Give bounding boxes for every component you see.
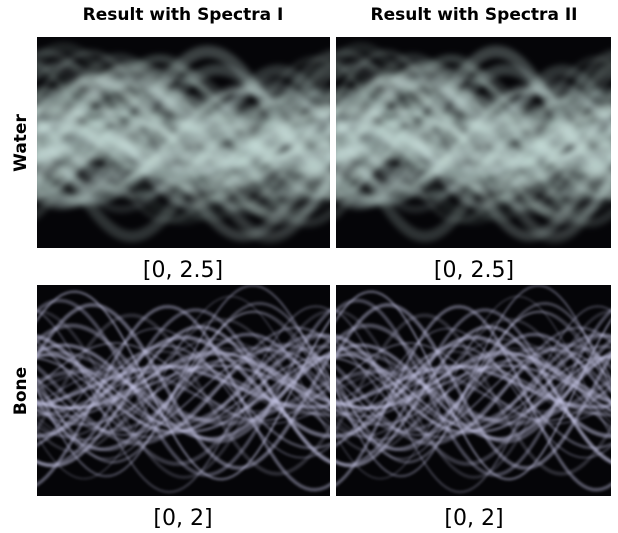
range-label: [0, 2.5]: [143, 258, 223, 283]
range-label: [0, 2]: [153, 506, 212, 531]
water-image-2: [331, 37, 615, 248]
range-label: [0, 2.5]: [434, 258, 514, 283]
column-title: Result with Spectra I: [83, 5, 284, 25]
water-image-1: [32, 37, 335, 248]
bone-image-1: [32, 285, 335, 496]
column-title: Result with Spectra II: [371, 5, 578, 25]
row-label: Bone: [11, 367, 31, 415]
bone-image-2: [331, 285, 615, 496]
range-label: [0, 2]: [444, 506, 503, 531]
row-label: Water: [11, 114, 31, 172]
